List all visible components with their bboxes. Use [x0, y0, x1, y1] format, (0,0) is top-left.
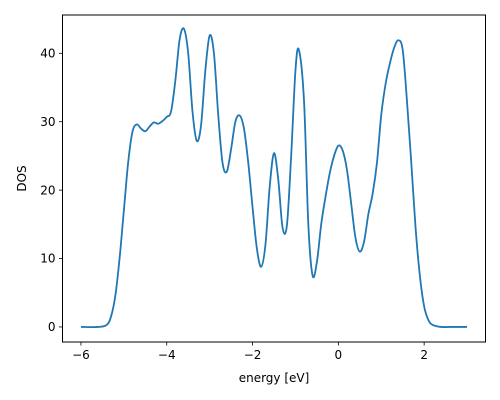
y-tick-label: 0	[48, 320, 56, 334]
x-tick-label: 0	[335, 348, 343, 362]
y-tick-label: 40	[40, 47, 55, 61]
y-axis-label: DOS	[15, 165, 29, 191]
plot-area-background	[62, 15, 486, 342]
y-tick-label: 20	[40, 183, 55, 197]
x-tick-label: −4	[158, 348, 176, 362]
y-tick-label: 10	[40, 252, 55, 266]
y-tick-label: 30	[40, 115, 55, 129]
y-axis: 0 10 20 30 40	[40, 47, 63, 334]
x-tick-label: −2	[244, 348, 262, 362]
x-tick-label: 2	[420, 348, 428, 362]
x-axis-label: energy [eV]	[239, 371, 310, 385]
x-axis: −6 −4 −2 0 2	[72, 342, 428, 362]
dos-series-line	[80, 27, 468, 328]
plot-frame	[62, 14, 486, 343]
curve-layer	[80, 27, 468, 328]
x-tick-label: −6	[72, 348, 90, 362]
